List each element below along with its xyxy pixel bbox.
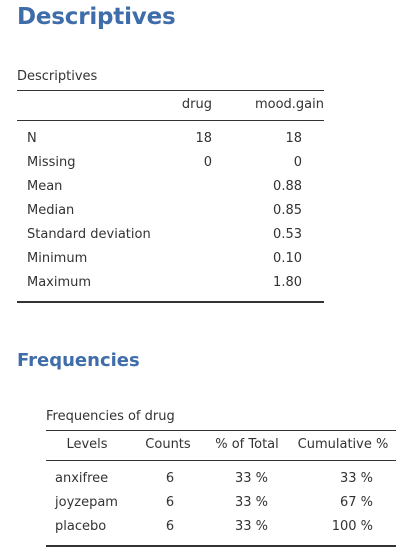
pct-total-value: 33 %: [234, 495, 268, 510]
mood-gain-value: 0.53: [273, 227, 302, 242]
cumulative-value: 100 %: [331, 519, 373, 534]
counts-value: 6: [165, 519, 175, 534]
counts-value: 6: [165, 495, 175, 510]
row-label: Mean: [27, 179, 63, 194]
descriptives-heading: Descriptives: [17, 4, 176, 30]
cumulative-value: 67 %: [339, 495, 373, 510]
mood-gain-value: 0.88: [273, 179, 302, 194]
row-label: Minimum: [27, 251, 88, 266]
row-label: N: [27, 131, 37, 146]
descriptives-table-title: Descriptives: [17, 69, 98, 84]
frequencies-col-header-counts: Counts: [145, 437, 191, 452]
pct-total-value: 33 %: [234, 471, 268, 486]
frequencies-header-rule: [46, 460, 396, 461]
drug-value: 18: [195, 131, 212, 146]
mood-gain-value: 18: [285, 131, 302, 146]
mood-gain-value: 0: [293, 155, 302, 170]
frequencies-heading: Frequencies: [17, 350, 140, 371]
frequencies-col-header-cumulative: Cumulative %: [297, 437, 389, 452]
drug-value: 0: [203, 155, 212, 170]
descriptives-top-rule: [17, 90, 324, 91]
level-label: placebo: [55, 519, 107, 534]
mood-gain-value: 0.85: [273, 203, 302, 218]
level-label: joyzepam: [55, 495, 118, 510]
frequencies-top-rule: [46, 430, 396, 431]
pct-total-value: 33 %: [234, 519, 268, 534]
descriptives-col-header-mood-gain: mood.gain: [254, 97, 324, 112]
level-label: anxifree: [55, 471, 109, 486]
row-label: Median: [27, 203, 75, 218]
descriptives-col-header-drug: drug: [181, 97, 212, 112]
counts-value: 6: [165, 471, 175, 486]
frequencies-table-title: Frequencies of drug: [46, 409, 175, 424]
mood-gain-value: 0.10: [273, 251, 302, 266]
mood-gain-value: 1.80: [273, 275, 302, 290]
frequencies-col-header-levels: Levels: [66, 437, 108, 452]
row-label: Standard deviation: [27, 227, 151, 242]
frequencies-bottom-rule: [46, 545, 396, 547]
frequencies-col-header-pct-total: % of Total: [215, 437, 279, 452]
row-label: Maximum: [27, 275, 92, 290]
descriptives-header-rule: [17, 120, 324, 121]
row-label: Missing: [27, 155, 76, 170]
descriptives-bottom-rule: [17, 301, 324, 303]
cumulative-value: 33 %: [339, 471, 373, 486]
